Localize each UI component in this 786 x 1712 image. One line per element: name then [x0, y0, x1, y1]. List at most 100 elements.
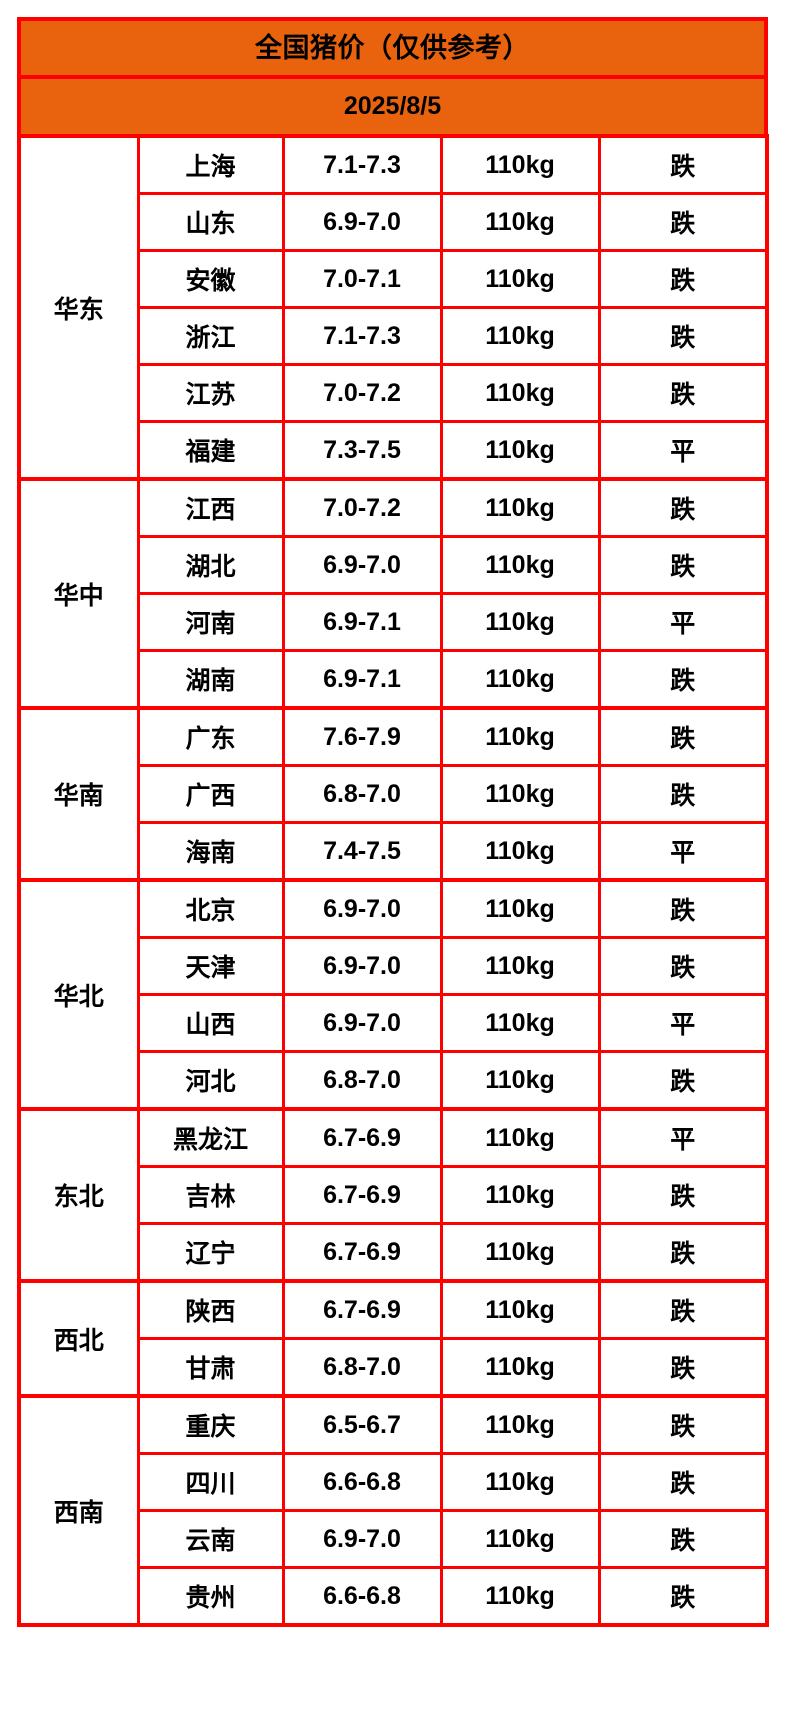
trend-cell: 跌 [597, 477, 769, 538]
board-header: 全国猪价（仅供参考） 2025/8/5 [17, 17, 768, 134]
province-cell: 海南 [136, 821, 285, 882]
table-row: 四川 6.6-6.8 110kg 跌 [19, 1452, 769, 1512]
price-table-body: 华东 上海 7.1-7.3 110kg 跌山东 6.9-7.0 110kg 跌安徽 7.0-7.… [17, 134, 769, 1627]
table-row: 云南 6.9-7.0 110kg 跌 [19, 1509, 769, 1569]
trend-cell: 跌 [597, 1566, 769, 1627]
weight-cell: 110kg [439, 1452, 601, 1512]
weight-cell: 110kg [439, 192, 601, 252]
table-row: 湖北 6.9-7.0 110kg 跌 [19, 535, 769, 595]
price-cell: 6.9-7.0 [281, 878, 443, 939]
province-cell: 四川 [136, 1452, 285, 1512]
province-cell: 陕西 [136, 1279, 285, 1340]
table-row: 西北 陕西 6.7-6.9 110kg 跌 [17, 1279, 769, 1398]
weight-cell: 110kg [439, 936, 601, 996]
trend-cell: 跌 [597, 1279, 769, 1340]
price-cell: 6.9-7.1 [281, 592, 443, 652]
price-cell: 6.7-6.9 [281, 1165, 443, 1225]
region-cell: 东北 [17, 1107, 140, 1283]
province-cell: 山东 [136, 192, 285, 252]
table-row: 甘肃 6.8-7.0 110kg 跌 [19, 1337, 769, 1398]
weight-cell: 110kg [439, 1165, 601, 1225]
region-cell: 华东 [17, 134, 140, 481]
trend-cell: 跌 [597, 134, 769, 195]
weight-cell: 110kg [439, 1337, 601, 1398]
trend-cell: 跌 [597, 1509, 769, 1569]
trend-cell: 平 [597, 821, 769, 882]
table-row: 华南 广东 7.6-7.9 110kg 跌 [17, 706, 769, 882]
price-cell: 7.0-7.2 [281, 363, 443, 423]
trend-cell: 跌 [597, 1394, 769, 1455]
table-row: 山东 6.9-7.0 110kg 跌 [19, 192, 769, 252]
table-row: 河北 6.8-7.0 110kg 跌 [19, 1050, 769, 1111]
region-cell: 西北 [17, 1279, 140, 1398]
weight-cell: 110kg [439, 878, 601, 939]
province-cell: 江苏 [136, 363, 285, 423]
province-cell: 湖北 [136, 535, 285, 595]
weight-cell: 110kg [439, 134, 601, 195]
price-cell: 6.8-7.0 [281, 1050, 443, 1111]
price-cell: 6.9-7.0 [281, 936, 443, 996]
province-cell: 贵州 [136, 1566, 285, 1627]
table-row: 天津 6.9-7.0 110kg 跌 [19, 936, 769, 996]
price-cell: 7.3-7.5 [281, 420, 443, 481]
province-cell: 重庆 [136, 1394, 285, 1455]
price-cell: 6.6-6.8 [281, 1566, 443, 1627]
table-row: 东北 黑龙江 6.7-6.9 110kg 平 [17, 1107, 769, 1283]
province-cell: 河南 [136, 592, 285, 652]
weight-cell: 110kg [439, 535, 601, 595]
price-cell: 7.1-7.3 [281, 134, 443, 195]
price-cell: 6.9-7.1 [281, 649, 443, 710]
trend-cell: 跌 [597, 649, 769, 710]
region-cell: 华中 [17, 477, 140, 710]
table-row: 华北 北京 6.9-7.0 110kg 跌 [17, 878, 769, 1111]
weight-cell: 110kg [439, 363, 601, 423]
province-cell: 天津 [136, 936, 285, 996]
table-row: 安徽 7.0-7.1 110kg 跌 [19, 249, 769, 309]
province-cell: 山西 [136, 993, 285, 1053]
trend-cell: 跌 [597, 1452, 769, 1512]
weight-cell: 110kg [439, 649, 601, 710]
table-row: 海南 7.4-7.5 110kg 平 [19, 821, 769, 882]
province-cell: 北京 [136, 878, 285, 939]
price-cell: 7.0-7.2 [281, 477, 443, 538]
price-cell: 6.8-7.0 [281, 764, 443, 824]
table-row: 福建 7.3-7.5 110kg 平 [19, 420, 769, 481]
trend-cell: 跌 [597, 936, 769, 996]
province-cell: 江西 [136, 477, 285, 538]
price-cell: 6.7-6.9 [281, 1279, 443, 1340]
price-cell: 7.0-7.1 [281, 249, 443, 309]
trend-cell: 跌 [597, 535, 769, 595]
trend-cell: 跌 [597, 249, 769, 309]
price-cell: 6.7-6.9 [281, 1222, 443, 1283]
trend-cell: 跌 [597, 878, 769, 939]
weight-cell: 110kg [439, 706, 601, 767]
trend-cell: 跌 [597, 1050, 769, 1111]
province-cell: 吉林 [136, 1165, 285, 1225]
trend-cell: 跌 [597, 192, 769, 252]
table-row: 江苏 7.0-7.2 110kg 跌 [19, 363, 769, 423]
weight-cell: 110kg [439, 420, 601, 481]
weight-cell: 110kg [439, 993, 601, 1053]
province-cell: 甘肃 [136, 1337, 285, 1398]
weight-cell: 110kg [439, 1279, 601, 1340]
province-cell: 广西 [136, 764, 285, 824]
trend-cell: 平 [597, 1107, 769, 1168]
weight-cell: 110kg [439, 764, 601, 824]
weight-cell: 110kg [439, 306, 601, 366]
price-cell: 6.9-7.0 [281, 192, 443, 252]
table-row: 华中 江西 7.0-7.2 110kg 跌 [17, 477, 769, 710]
price-cell: 6.9-7.0 [281, 535, 443, 595]
table-row: 贵州 6.6-6.8 110kg 跌 [19, 1566, 769, 1627]
report-date: 2025/8/5 [21, 75, 764, 134]
trend-cell: 跌 [597, 306, 769, 366]
province-cell: 安徽 [136, 249, 285, 309]
table-row: 湖南 6.9-7.1 110kg 跌 [19, 649, 769, 710]
table-row: 辽宁 6.7-6.9 110kg 跌 [19, 1222, 769, 1283]
price-cell: 7.6-7.9 [281, 706, 443, 767]
weight-cell: 110kg [439, 249, 601, 309]
table-row: 西南 重庆 6.5-6.7 110kg 跌 [17, 1394, 769, 1627]
weight-cell: 110kg [439, 821, 601, 882]
page-title: 全国猪价（仅供参考） [21, 21, 764, 75]
province-cell: 湖南 [136, 649, 285, 710]
trend-cell: 跌 [597, 1165, 769, 1225]
